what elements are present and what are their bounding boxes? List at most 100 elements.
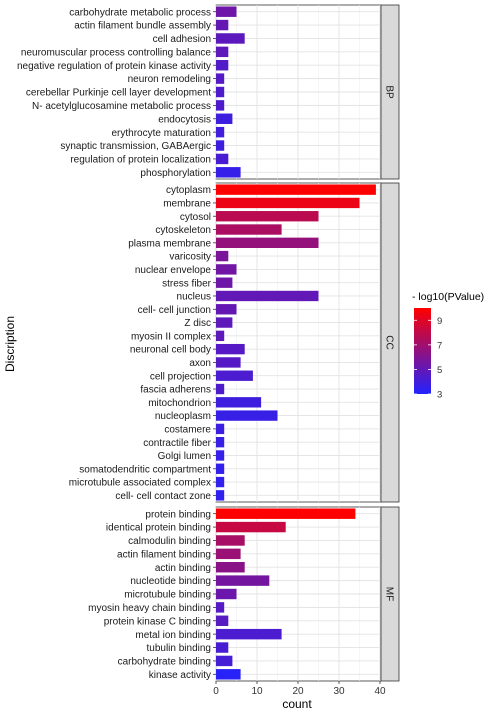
legend-tick-label: 3 — [437, 390, 442, 401]
bar-cc-3 — [216, 224, 282, 235]
category-label: cell- cell contact zone — [115, 491, 211, 502]
bar-cc-14 — [216, 370, 253, 381]
axes: count Discription carbohydrate metabolic… — [3, 7, 386, 711]
category-label: phosphorylation — [140, 168, 211, 179]
bar-cc-22 — [216, 476, 225, 488]
category-label: identical protein binding — [106, 523, 211, 534]
category-label: cytoplasm — [166, 185, 211, 196]
category-label: mitochondrion — [148, 398, 211, 409]
bar-cc-15 — [216, 383, 225, 395]
category-label: protein binding — [145, 509, 211, 520]
bar-cc-12 — [216, 343, 245, 355]
category-label: myosin II complex — [131, 331, 211, 342]
category-label: cell- cell junction — [138, 305, 211, 316]
bar-bp-11 — [216, 153, 229, 165]
category-label: protein kinase C binding — [104, 616, 211, 627]
bar-cc-10 — [216, 317, 233, 328]
bar-cc-23 — [216, 490, 225, 501]
x-tick-label: 10 — [251, 686, 263, 697]
category-label: cerebellar Purkinje cell layer developme… — [26, 88, 211, 99]
y-axis-title: Discription — [3, 316, 17, 372]
facet-strip-bp — [380, 4, 400, 180]
category-label: synaptic transmission, GABAergic — [60, 141, 211, 152]
facet-label-cc: CC — [384, 335, 395, 349]
category-label: kinase activity — [149, 670, 211, 681]
x-tick-label: 40 — [374, 686, 386, 697]
legend-tick-label: 9 — [437, 316, 442, 327]
bar-mf-2 — [216, 535, 245, 546]
bar-cc-4 — [216, 237, 319, 248]
category-label: myosin heavy chain binding — [88, 603, 211, 614]
x-tick-label: 0 — [213, 686, 219, 697]
bar-bp-2 — [216, 33, 245, 44]
bar-cc-9 — [216, 304, 237, 315]
bar-cc-0 — [216, 184, 376, 195]
category-label: membrane — [163, 199, 211, 210]
category-label: axon — [189, 358, 211, 369]
legend-tick-label: 5 — [437, 365, 442, 376]
bar-bp-9 — [216, 126, 225, 138]
category-label: metal ion binding — [135, 630, 211, 641]
x-tick-label: 30 — [333, 686, 345, 697]
bar-cc-8 — [216, 290, 319, 302]
color-legend: - log10(PValue) 3 5 7 9 — [412, 291, 484, 401]
category-label: nucleus — [177, 292, 211, 303]
bar-mf-3 — [216, 548, 241, 560]
x-axis-title: count — [282, 697, 312, 711]
category-label: calmodulin binding — [128, 536, 211, 547]
category-label: cell adhesion — [153, 34, 211, 45]
plot-area: BP CC MF — [215, 4, 400, 682]
category-label: neuron remodeling — [128, 74, 211, 85]
category-label: Z disc — [184, 318, 211, 329]
facet-strip-mf — [380, 506, 400, 682]
category-label: nucleoplasm — [155, 411, 211, 422]
category-label: somatodendritic compartment — [79, 464, 211, 475]
bar-bp-8 — [216, 113, 233, 124]
category-label: carbohydrate binding — [118, 657, 211, 668]
bar-cc-5 — [216, 250, 229, 262]
bar-bp-10 — [216, 140, 225, 151]
bar-mf-10 — [216, 642, 229, 653]
bar-bp-5 — [216, 73, 225, 84]
bar-mf-9 — [216, 628, 282, 640]
category-label: microtubule binding — [124, 590, 211, 601]
legend-title: - log10(PValue) — [412, 291, 484, 303]
bar-cc-1 — [216, 197, 360, 209]
facet-strip-cc — [380, 182, 400, 503]
category-label: Golgi lumen — [158, 451, 211, 462]
bar-mf-8 — [216, 615, 229, 626]
bar-bp-12 — [216, 167, 241, 178]
bar-mf-4 — [216, 562, 245, 573]
bar-cc-19 — [216, 437, 225, 448]
category-label: contractile fiber — [143, 438, 211, 449]
bar-cc-20 — [216, 450, 225, 461]
bar-cc-7 — [216, 277, 233, 288]
category-label: erythrocyte maturation — [112, 128, 212, 139]
bar-cc-21 — [216, 463, 225, 474]
category-label: neuronal cell body — [130, 345, 211, 356]
category-label: plasma membrane — [128, 238, 211, 249]
bar-mf-5 — [216, 575, 270, 586]
category-label: cytosol — [180, 212, 211, 223]
category-label: regulation of protein localization — [70, 155, 211, 166]
bar-mf-7 — [216, 602, 225, 613]
category-label: neuromuscular process controlling balanc… — [21, 47, 212, 58]
category-label: cytoskeleton — [155, 225, 211, 236]
category-label: actin binding — [155, 563, 211, 574]
category-label: endocytosis — [158, 114, 211, 125]
facet-label-bp: BP — [384, 85, 395, 99]
x-tick-label: 20 — [292, 686, 304, 697]
bar-cc-11 — [216, 330, 225, 342]
bar-bp-4 — [216, 60, 229, 71]
bar-cc-18 — [216, 423, 225, 435]
category-label: cell projection — [150, 371, 211, 382]
facet-label-mf: MF — [384, 587, 395, 601]
category-label: stress fiber — [162, 278, 212, 289]
category-label: actin filament binding — [117, 549, 211, 560]
category-label: nucleotide binding — [130, 576, 211, 587]
bar-bp-0 — [216, 6, 237, 17]
bar-cc-6 — [216, 264, 237, 275]
bar-bp-3 — [216, 46, 229, 58]
legend-colorbar — [414, 308, 431, 394]
